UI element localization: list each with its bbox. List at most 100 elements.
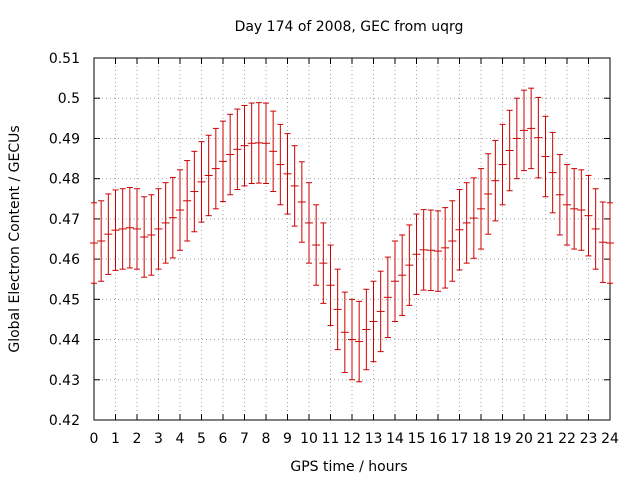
error-bar-point bbox=[125, 187, 134, 269]
error-bar-point bbox=[140, 196, 149, 278]
x-tick-label: 14 bbox=[386, 431, 404, 447]
error-bar-point bbox=[541, 115, 550, 198]
x-tick-label: 12 bbox=[343, 431, 361, 447]
x-tick-label: 15 bbox=[408, 431, 426, 447]
y-tick-label: 0.42 bbox=[49, 413, 80, 429]
x-tick-label: 13 bbox=[365, 431, 383, 447]
x-tick-label: 2 bbox=[133, 431, 142, 447]
error-bar-point bbox=[340, 291, 349, 374]
error-bar-point bbox=[204, 134, 213, 217]
error-bar-point bbox=[448, 200, 457, 282]
error-bar-point bbox=[563, 164, 571, 246]
error-bar-point bbox=[276, 123, 285, 206]
error-bar-point bbox=[319, 222, 328, 304]
error-bar-point bbox=[133, 188, 141, 270]
series bbox=[90, 87, 614, 383]
error-bar-point bbox=[484, 153, 493, 235]
x-tick-label: 9 bbox=[283, 431, 292, 447]
error-bar-point bbox=[498, 123, 507, 206]
error-bar-point bbox=[527, 87, 536, 170]
x-tick-label: 8 bbox=[262, 431, 271, 447]
error-bar-point bbox=[297, 161, 306, 243]
error-bar-point bbox=[111, 189, 120, 271]
error-bar-point bbox=[548, 131, 557, 214]
error-bar-point bbox=[434, 210, 442, 292]
x-tick-label: 19 bbox=[494, 431, 512, 447]
error-bar-point bbox=[477, 168, 485, 250]
error-bar-point bbox=[491, 139, 500, 222]
error-bar-point bbox=[419, 209, 428, 291]
x-tick-label: 18 bbox=[472, 431, 490, 447]
x-tick-label: 4 bbox=[176, 431, 185, 447]
x-axis-label: GPS time / hours bbox=[290, 459, 407, 475]
x-ticks: 0 1 2 3 4 5 6 7 8 9 10 11 12 13 14 15 16 17 18 19 20 21 22 23 24 bbox=[90, 58, 619, 447]
error-bar-point bbox=[391, 240, 399, 322]
x-tick-label: 23 bbox=[580, 431, 598, 447]
error-bar-point bbox=[398, 234, 407, 316]
error-bar-point bbox=[333, 268, 342, 351]
x-tick-label: 7 bbox=[240, 431, 249, 447]
x-tick-label: 24 bbox=[601, 431, 619, 447]
x-tick-label: 1 bbox=[111, 431, 120, 447]
chart-title: Day 174 of 2008, GEC from uqrg bbox=[235, 19, 464, 35]
y-tick-label: 0.49 bbox=[49, 131, 80, 147]
y-tick-label: 0.48 bbox=[49, 172, 80, 188]
error-bar-point bbox=[376, 270, 385, 353]
y-ticks: 0.42 0.43 0.44 0.45 0.46 0.47 0.48 0.49 0.5 0.51 bbox=[49, 51, 610, 429]
x-tick-label: 17 bbox=[451, 431, 469, 447]
y-axis-label: Global Electron Content / GECUs bbox=[7, 125, 23, 352]
y-tick-label: 0.45 bbox=[49, 292, 80, 308]
error-bar-point bbox=[147, 194, 156, 276]
error-bar-point bbox=[348, 298, 356, 381]
error-bar-point bbox=[383, 256, 392, 339]
error-bar-point bbox=[118, 188, 127, 270]
y-tick-label: 0.5 bbox=[58, 91, 80, 107]
error-bar-point bbox=[211, 127, 220, 210]
error-bar-point bbox=[520, 89, 528, 172]
error-bar-point bbox=[190, 150, 199, 233]
error-bar-point bbox=[262, 102, 270, 184]
error-bar-point bbox=[598, 201, 607, 283]
error-bar-point bbox=[90, 202, 98, 284]
x-tick-label: 11 bbox=[322, 431, 340, 447]
error-bar-point bbox=[591, 188, 600, 270]
error-bar-point bbox=[505, 109, 514, 192]
x-tick-label: 5 bbox=[197, 431, 206, 447]
error-bar-point bbox=[233, 108, 242, 191]
y-tick-label: 0.47 bbox=[49, 212, 80, 228]
error-bar-point bbox=[584, 174, 593, 257]
error-bar-point bbox=[197, 141, 206, 223]
error-bar-point bbox=[161, 182, 170, 264]
x-tick-label: 20 bbox=[515, 431, 533, 447]
error-bar-point bbox=[97, 200, 106, 282]
error-bar-point bbox=[269, 110, 278, 193]
error-bar-point bbox=[183, 160, 192, 242]
error-bar-point bbox=[312, 204, 321, 286]
y-tick-label: 0.51 bbox=[49, 51, 80, 67]
error-bar-point bbox=[570, 168, 579, 250]
error-bar-point bbox=[555, 154, 564, 236]
error-bar-point bbox=[369, 280, 378, 363]
y-tick-label: 0.44 bbox=[49, 333, 80, 349]
x-tick-label: 16 bbox=[429, 431, 447, 447]
error-bar-point bbox=[305, 182, 313, 264]
y-tick-label: 0.43 bbox=[49, 373, 80, 389]
x-tick-label: 3 bbox=[154, 431, 163, 447]
x-tick-label: 10 bbox=[300, 431, 318, 447]
error-bar-point bbox=[355, 300, 364, 383]
error-bar-point bbox=[290, 145, 299, 227]
error-bar-point bbox=[534, 96, 543, 179]
error-bar-point bbox=[412, 213, 421, 296]
error-bar-point bbox=[362, 288, 371, 371]
error-bar-point bbox=[577, 169, 586, 251]
error-bar-point bbox=[326, 244, 335, 326]
error-bar-point bbox=[254, 102, 263, 184]
error-bar-point bbox=[240, 104, 249, 187]
error-bar-point bbox=[219, 120, 227, 203]
x-tick-label: 21 bbox=[537, 431, 555, 447]
error-bar-point bbox=[512, 97, 521, 180]
error-bar-point bbox=[462, 182, 471, 264]
error-bar-point bbox=[176, 169, 184, 251]
error-bar-point bbox=[283, 133, 292, 215]
